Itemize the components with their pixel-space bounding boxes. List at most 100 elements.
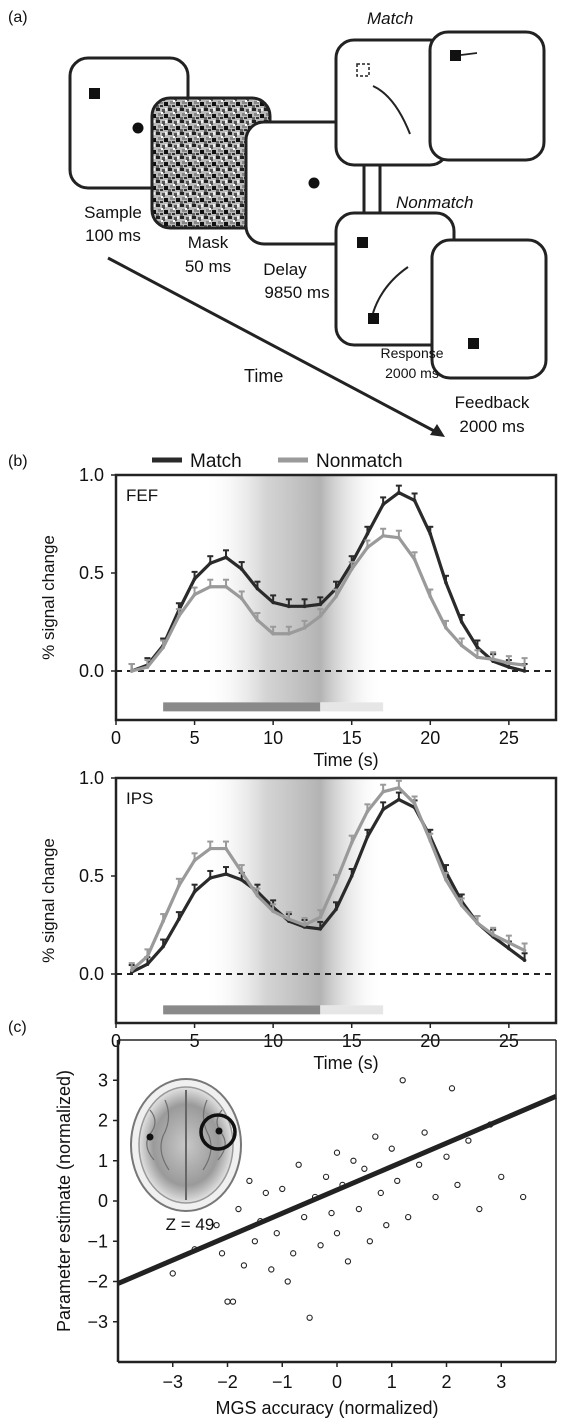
data-point xyxy=(365,545,370,550)
x-tick-label: 10 xyxy=(263,728,283,748)
x-axis-label: Time (s) xyxy=(313,1053,378,1073)
y-tick-label: 2 xyxy=(98,1111,108,1131)
data-point xyxy=(428,594,433,599)
step-duration: 9850 ms xyxy=(264,283,329,302)
scatter-point xyxy=(454,1181,461,1189)
regression-line xyxy=(117,1094,557,1286)
ips-chart: IPS 0 5 10 15 20 25 0.0 0.5 1.0 Time (s) % signal c… xyxy=(39,768,558,1073)
scatter-point xyxy=(273,1230,280,1237)
data-point xyxy=(271,600,275,605)
data-point xyxy=(224,555,228,560)
scatter-point xyxy=(240,1262,248,1269)
data-point xyxy=(145,954,150,959)
data-point xyxy=(522,663,527,667)
fixation-dot xyxy=(132,122,144,134)
scatter-point xyxy=(268,1266,275,1273)
data-point xyxy=(334,880,338,884)
x-tick-label: 15 xyxy=(342,1031,362,1051)
data-point xyxy=(318,927,323,931)
time-arrow-line xyxy=(107,256,439,435)
nonmatch-feedback-screen xyxy=(430,238,548,380)
delay-period-fade xyxy=(320,702,384,712)
saccade-path xyxy=(372,266,409,314)
scatter-point xyxy=(333,1230,341,1237)
scatter-point xyxy=(443,1153,450,1160)
data-point xyxy=(507,940,511,945)
data-point xyxy=(287,631,291,636)
data-point xyxy=(507,665,511,669)
data-point xyxy=(349,567,354,571)
data-point xyxy=(192,889,197,894)
data-point xyxy=(287,604,291,609)
scatter-point xyxy=(344,1258,352,1265)
data-point xyxy=(208,561,213,565)
data-point xyxy=(255,586,260,591)
scatter-chart: −3 −2 −1 0 1 2 3 −3 −2 −1 0 1 2 3 MGS accuracy (normal… xyxy=(54,1039,557,1418)
scatter-point xyxy=(520,1193,527,1201)
data-point xyxy=(459,903,464,908)
scatter-point xyxy=(300,1213,308,1221)
scatter-point xyxy=(394,1177,401,1185)
scatter-point xyxy=(421,1129,428,1136)
scatter-point xyxy=(448,1085,456,1092)
data-point xyxy=(397,797,401,802)
x-tick-label: 5 xyxy=(190,1031,200,1051)
step-name: Feedback xyxy=(455,393,530,412)
x-tick-label: −3 xyxy=(162,1372,183,1392)
data-point xyxy=(334,594,338,599)
data-point xyxy=(145,962,150,966)
data-point xyxy=(224,846,228,851)
scatter-point xyxy=(355,1205,363,1213)
panel-c-label: (c) xyxy=(8,1019,27,1036)
time-arrow-head xyxy=(430,424,445,437)
data-point xyxy=(177,614,181,618)
x-axis-label: MGS accuracy (normalized) xyxy=(215,1398,438,1418)
x-tick-label: 3 xyxy=(496,1372,506,1392)
x-tick-label: 0 xyxy=(111,1031,121,1051)
plot-frame xyxy=(114,776,558,1025)
y-tick-label: 1 xyxy=(98,1151,108,1171)
step-name: Delay xyxy=(263,260,307,279)
step-duration: 50 ms xyxy=(185,257,231,276)
data-point xyxy=(507,946,511,951)
x-tick-label: −2 xyxy=(217,1372,238,1392)
data-point xyxy=(381,502,385,507)
scatter-point xyxy=(279,1185,286,1193)
region-label: IPS xyxy=(126,789,153,808)
y-axis-label: Parameter estimate (normalized) xyxy=(54,1070,74,1332)
y-tick-label: 1.0 xyxy=(79,768,104,788)
data-point xyxy=(365,532,370,536)
data-point xyxy=(239,567,244,571)
data-point xyxy=(428,838,433,843)
panel-b-time-courses: (b) Match Nonmatch FEF 0 5 10 15 20 25 0.0 0.5 1.… xyxy=(8,451,558,1073)
data-point xyxy=(287,917,291,921)
match-feedback-screen xyxy=(428,30,546,162)
data-point xyxy=(475,645,480,650)
data-point xyxy=(397,490,401,495)
x-tick-label: 2 xyxy=(441,1372,451,1392)
series-line-nonmatch xyxy=(131,534,525,673)
x-tick-label: 0 xyxy=(111,728,121,748)
region-label: FEF xyxy=(126,486,158,505)
data-point xyxy=(129,669,134,673)
data-point xyxy=(208,846,213,851)
scatter-point xyxy=(306,1314,313,1321)
panel-c-scatter: (c) −3 −2 −1 0 1 2 3 −3 −2 −1 0 1 2 3 MGS accuracy (no… xyxy=(8,1019,557,1418)
scatter-point xyxy=(476,1205,483,1213)
scatter-point xyxy=(284,1278,291,1285)
y-tick-label: −3 xyxy=(87,1312,108,1332)
data-point xyxy=(412,801,417,806)
data-point xyxy=(522,669,527,673)
scatter-point xyxy=(246,1177,253,1185)
plot-frame xyxy=(114,473,558,722)
legend: Match Nonmatch xyxy=(152,451,403,472)
data-point xyxy=(444,878,448,882)
scatter-point xyxy=(229,1298,237,1305)
data-point xyxy=(302,923,307,927)
y-tick-label: −1 xyxy=(87,1231,108,1251)
data-point xyxy=(318,915,323,919)
x-tick-label: 15 xyxy=(342,728,362,748)
scatter-point xyxy=(498,1173,505,1180)
nonmatch-end-square xyxy=(368,313,379,324)
scatter-point xyxy=(333,1149,341,1156)
